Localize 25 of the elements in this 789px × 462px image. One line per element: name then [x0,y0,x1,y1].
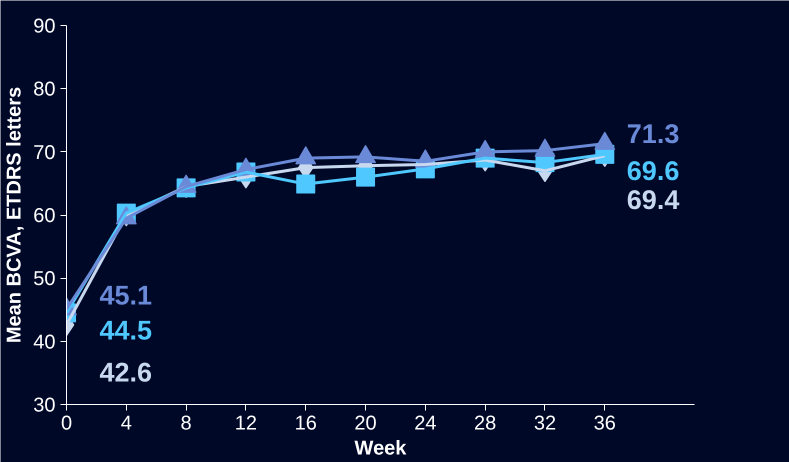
data-label: 44.5 [100,315,152,346]
x-tick-label: 0 [60,412,72,434]
data-label: 69.4 [626,185,680,216]
data-label: 69.6 [626,156,680,186]
x-tick-label: 20 [354,412,377,434]
x-tick-label: 32 [534,412,556,434]
x-tick-label: 16 [294,412,317,434]
x-tick-label: 12 [234,412,258,434]
y-tick-label: 50 [33,268,56,290]
data-label: 71.3 [626,119,680,150]
y-axis-title: Mean BCVA, ETDRS letters [3,86,26,344]
x-tick-label: 28 [474,412,496,434]
x-tick-label: 24 [414,412,436,434]
y-tick-label: 70 [33,142,56,164]
y-tick-label: 80 [33,78,56,101]
x-tick-label: 8 [180,412,192,434]
y-tick-label: 30 [33,394,56,416]
y-tick-label: 90 [33,16,56,38]
data-label: 45.1 [100,280,152,311]
x-axis-title: Week [354,438,408,460]
x-tick-label: 4 [120,412,132,434]
x-tick-label: 36 [594,412,616,434]
y-tick-label: 60 [33,205,56,227]
data-label: 42.6 [100,357,152,388]
y-tick-label: 40 [33,331,56,354]
